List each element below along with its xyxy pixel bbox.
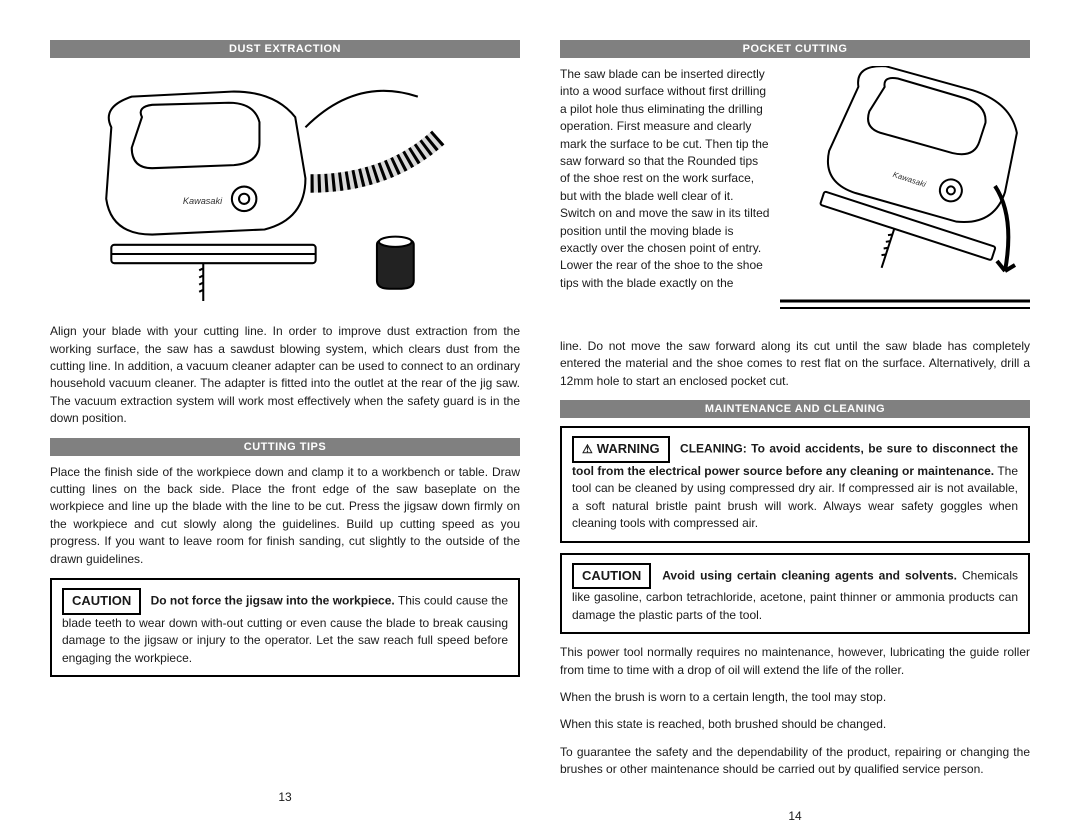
- svg-text:Kawasaki: Kawasaki: [892, 170, 928, 189]
- page-left: DUST EXTRACTION: [50, 40, 520, 804]
- para-pocket-a: The saw blade can be inserted directly i…: [560, 66, 770, 292]
- warning-label: WARNING: [572, 436, 670, 463]
- figure-dust-extraction: Kawasaki: [50, 66, 520, 311]
- caution-bold-right: Avoid using certain cleaning agents and …: [662, 568, 957, 582]
- para-dust-extraction: Align your blade with your cutting line.…: [50, 323, 520, 427]
- page-right: POCKET CUTTING The saw blade can be inse…: [560, 40, 1030, 804]
- para-pocket-b: line. Do not move the saw forward along …: [560, 338, 1030, 390]
- para-maint-3: When this state is reached, both brushed…: [560, 716, 1030, 733]
- caution-text-left: CAUTION Do not force the jigsaw into the…: [62, 588, 508, 667]
- caution-box-right: CAUTION Avoid using certain cleaning age…: [560, 553, 1030, 635]
- caution-label: CAUTION: [62, 588, 141, 615]
- header-dust-extraction: DUST EXTRACTION: [50, 40, 520, 58]
- warning-box: WARNING CLEANING: To avoid accidents, be…: [560, 426, 1030, 542]
- header-maintenance: MAINTENANCE AND CLEANING: [560, 400, 1030, 418]
- caution-label-right: CAUTION: [572, 563, 651, 590]
- caution-box-left: CAUTION Do not force the jigsaw into the…: [50, 578, 520, 677]
- para-cutting-tips: Place the finish side of the workpiece d…: [50, 464, 520, 568]
- header-pocket-cutting: POCKET CUTTING: [560, 40, 1030, 58]
- pocket-cutting-row: The saw blade can be inserted directly i…: [560, 66, 1030, 338]
- caution-bold-left: Do not force the jigsaw into the workpie…: [151, 593, 395, 607]
- para-maint-1: This power tool normally requires no mai…: [560, 644, 1030, 679]
- para-maint-2: When the brush is worn to a certain leng…: [560, 689, 1030, 706]
- figure-pocket-cutting: Kawasaki: [780, 66, 1030, 326]
- svg-text:Kawasaki: Kawasaki: [183, 196, 223, 206]
- page-number-right: 14: [560, 789, 1030, 823]
- header-cutting-tips: CUTTING TIPS: [50, 438, 520, 456]
- page-number-left: 13: [50, 770, 520, 804]
- para-maint-4: To guarantee the safety and the dependab…: [560, 744, 1030, 779]
- warning-text: WARNING CLEANING: To avoid accidents, be…: [572, 436, 1018, 532]
- caution-text-right: CAUTION Avoid using certain cleaning age…: [572, 563, 1018, 625]
